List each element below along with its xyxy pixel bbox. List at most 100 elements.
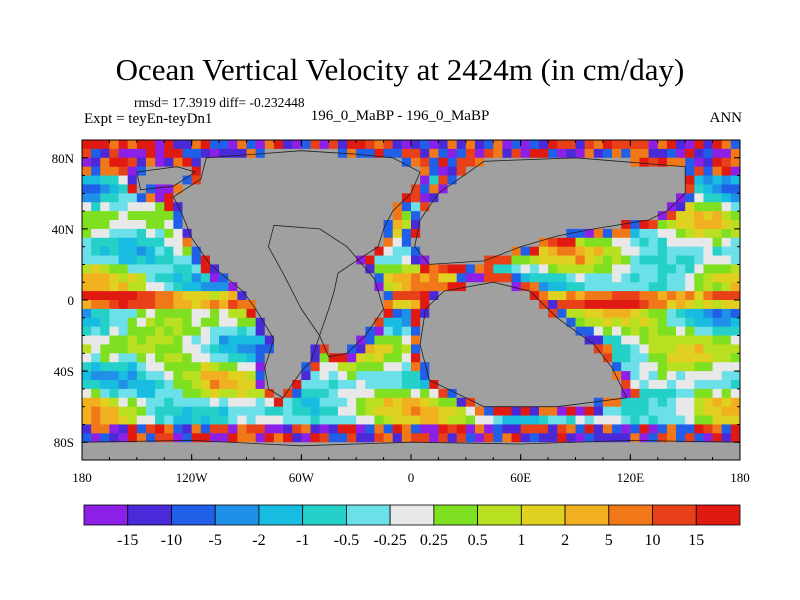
- data-cell: [685, 451, 695, 461]
- data-cell: [511, 202, 522, 212]
- data-cell: [548, 264, 558, 274]
- data-cell: [246, 264, 257, 274]
- data-cell: [456, 415, 467, 425]
- data-cell: [447, 237, 458, 248]
- data-cell: [82, 362, 92, 372]
- data-cell: [557, 157, 567, 168]
- data-cell: [511, 326, 522, 336]
- data-cell: [136, 184, 147, 194]
- data-cell: [273, 451, 284, 461]
- data-cell: [246, 157, 257, 168]
- data-cell: [246, 344, 257, 354]
- data-cell: [82, 291, 92, 301]
- data-cell: [237, 184, 247, 194]
- data-cell: [100, 193, 110, 203]
- data-cell: [219, 442, 229, 452]
- data-cell: [209, 157, 220, 168]
- data-cell: [411, 184, 421, 194]
- data-cell: [136, 255, 147, 265]
- data-cell: [209, 211, 220, 221]
- data-cell: [538, 157, 549, 168]
- data-cell: [621, 148, 631, 159]
- data-cell: [264, 397, 275, 408]
- data-cell: [356, 273, 366, 283]
- data-cell: [401, 175, 412, 185]
- data-cell: [82, 202, 92, 212]
- data-cell: [566, 148, 576, 159]
- data-cell: [301, 140, 311, 150]
- data-cell: [319, 388, 330, 399]
- data-cell: [91, 371, 101, 381]
- data-cell: [529, 211, 540, 221]
- data-cell: [538, 237, 549, 248]
- data-cell: [694, 388, 704, 399]
- data-cell: [612, 308, 622, 319]
- data-cell: [630, 353, 640, 363]
- data-cell: [155, 362, 165, 372]
- data-cell: [228, 148, 238, 159]
- data-cell: [484, 202, 494, 212]
- data-cell: [82, 282, 92, 292]
- data-cell: [264, 220, 275, 230]
- data-cell: [109, 246, 119, 256]
- data-cell: [502, 255, 512, 265]
- data-cell: [657, 220, 668, 230]
- data-cell: [365, 148, 375, 159]
- data-cell: [228, 335, 238, 345]
- data-cell: [310, 317, 321, 328]
- data-cell: [145, 228, 156, 239]
- data-cell: [502, 282, 512, 292]
- data-cell: [593, 353, 604, 363]
- data-cell: [630, 255, 640, 265]
- data-cell: [694, 353, 704, 363]
- data-cell: [91, 140, 101, 150]
- data-cell: [712, 211, 723, 221]
- data-cell: [328, 273, 339, 283]
- data-cell: [82, 388, 92, 399]
- data-cell: [255, 202, 266, 212]
- data-cell: [557, 193, 567, 203]
- x-tick-label: 60E: [510, 470, 531, 485]
- data-cell: [164, 335, 174, 345]
- data-cell: [337, 415, 348, 425]
- data-cell: [648, 193, 659, 203]
- data-cell: [246, 317, 257, 328]
- data-cell: [465, 353, 476, 363]
- data-cell: [676, 140, 686, 150]
- data-cell: [612, 326, 622, 336]
- data-cell: [155, 326, 165, 336]
- data-cell: [337, 166, 348, 176]
- data-cell: [191, 220, 202, 230]
- data-cell: [411, 246, 421, 256]
- data-cell: [82, 308, 92, 319]
- data-cell: [109, 415, 119, 425]
- data-cell: [164, 211, 174, 221]
- data-cell: [209, 220, 220, 230]
- data-cell: [118, 424, 129, 434]
- data-cell: [639, 148, 650, 159]
- data-cell: [237, 273, 247, 283]
- data-cell: [657, 140, 668, 150]
- data-cell: [283, 157, 293, 168]
- data-cell: [145, 220, 156, 230]
- data-cell: [593, 433, 604, 443]
- data-cell: [264, 353, 275, 363]
- data-cell: [356, 397, 366, 408]
- data-cell: [694, 202, 704, 212]
- data-cell: [301, 282, 311, 292]
- data-cell: [383, 202, 394, 212]
- data-cell: [273, 326, 284, 336]
- data-cell: [264, 371, 275, 381]
- data-cell: [676, 228, 686, 239]
- data-cell: [264, 211, 275, 221]
- data-cell: [191, 326, 202, 336]
- data-cell: [209, 202, 220, 212]
- data-cell: [155, 255, 165, 265]
- data-cell: [474, 273, 485, 283]
- data-cell: [438, 406, 448, 416]
- data-cell: [621, 237, 631, 248]
- data-cell: [630, 397, 640, 408]
- data-cell: [657, 157, 668, 168]
- data-cell: [575, 148, 586, 159]
- data-cell: [493, 371, 503, 381]
